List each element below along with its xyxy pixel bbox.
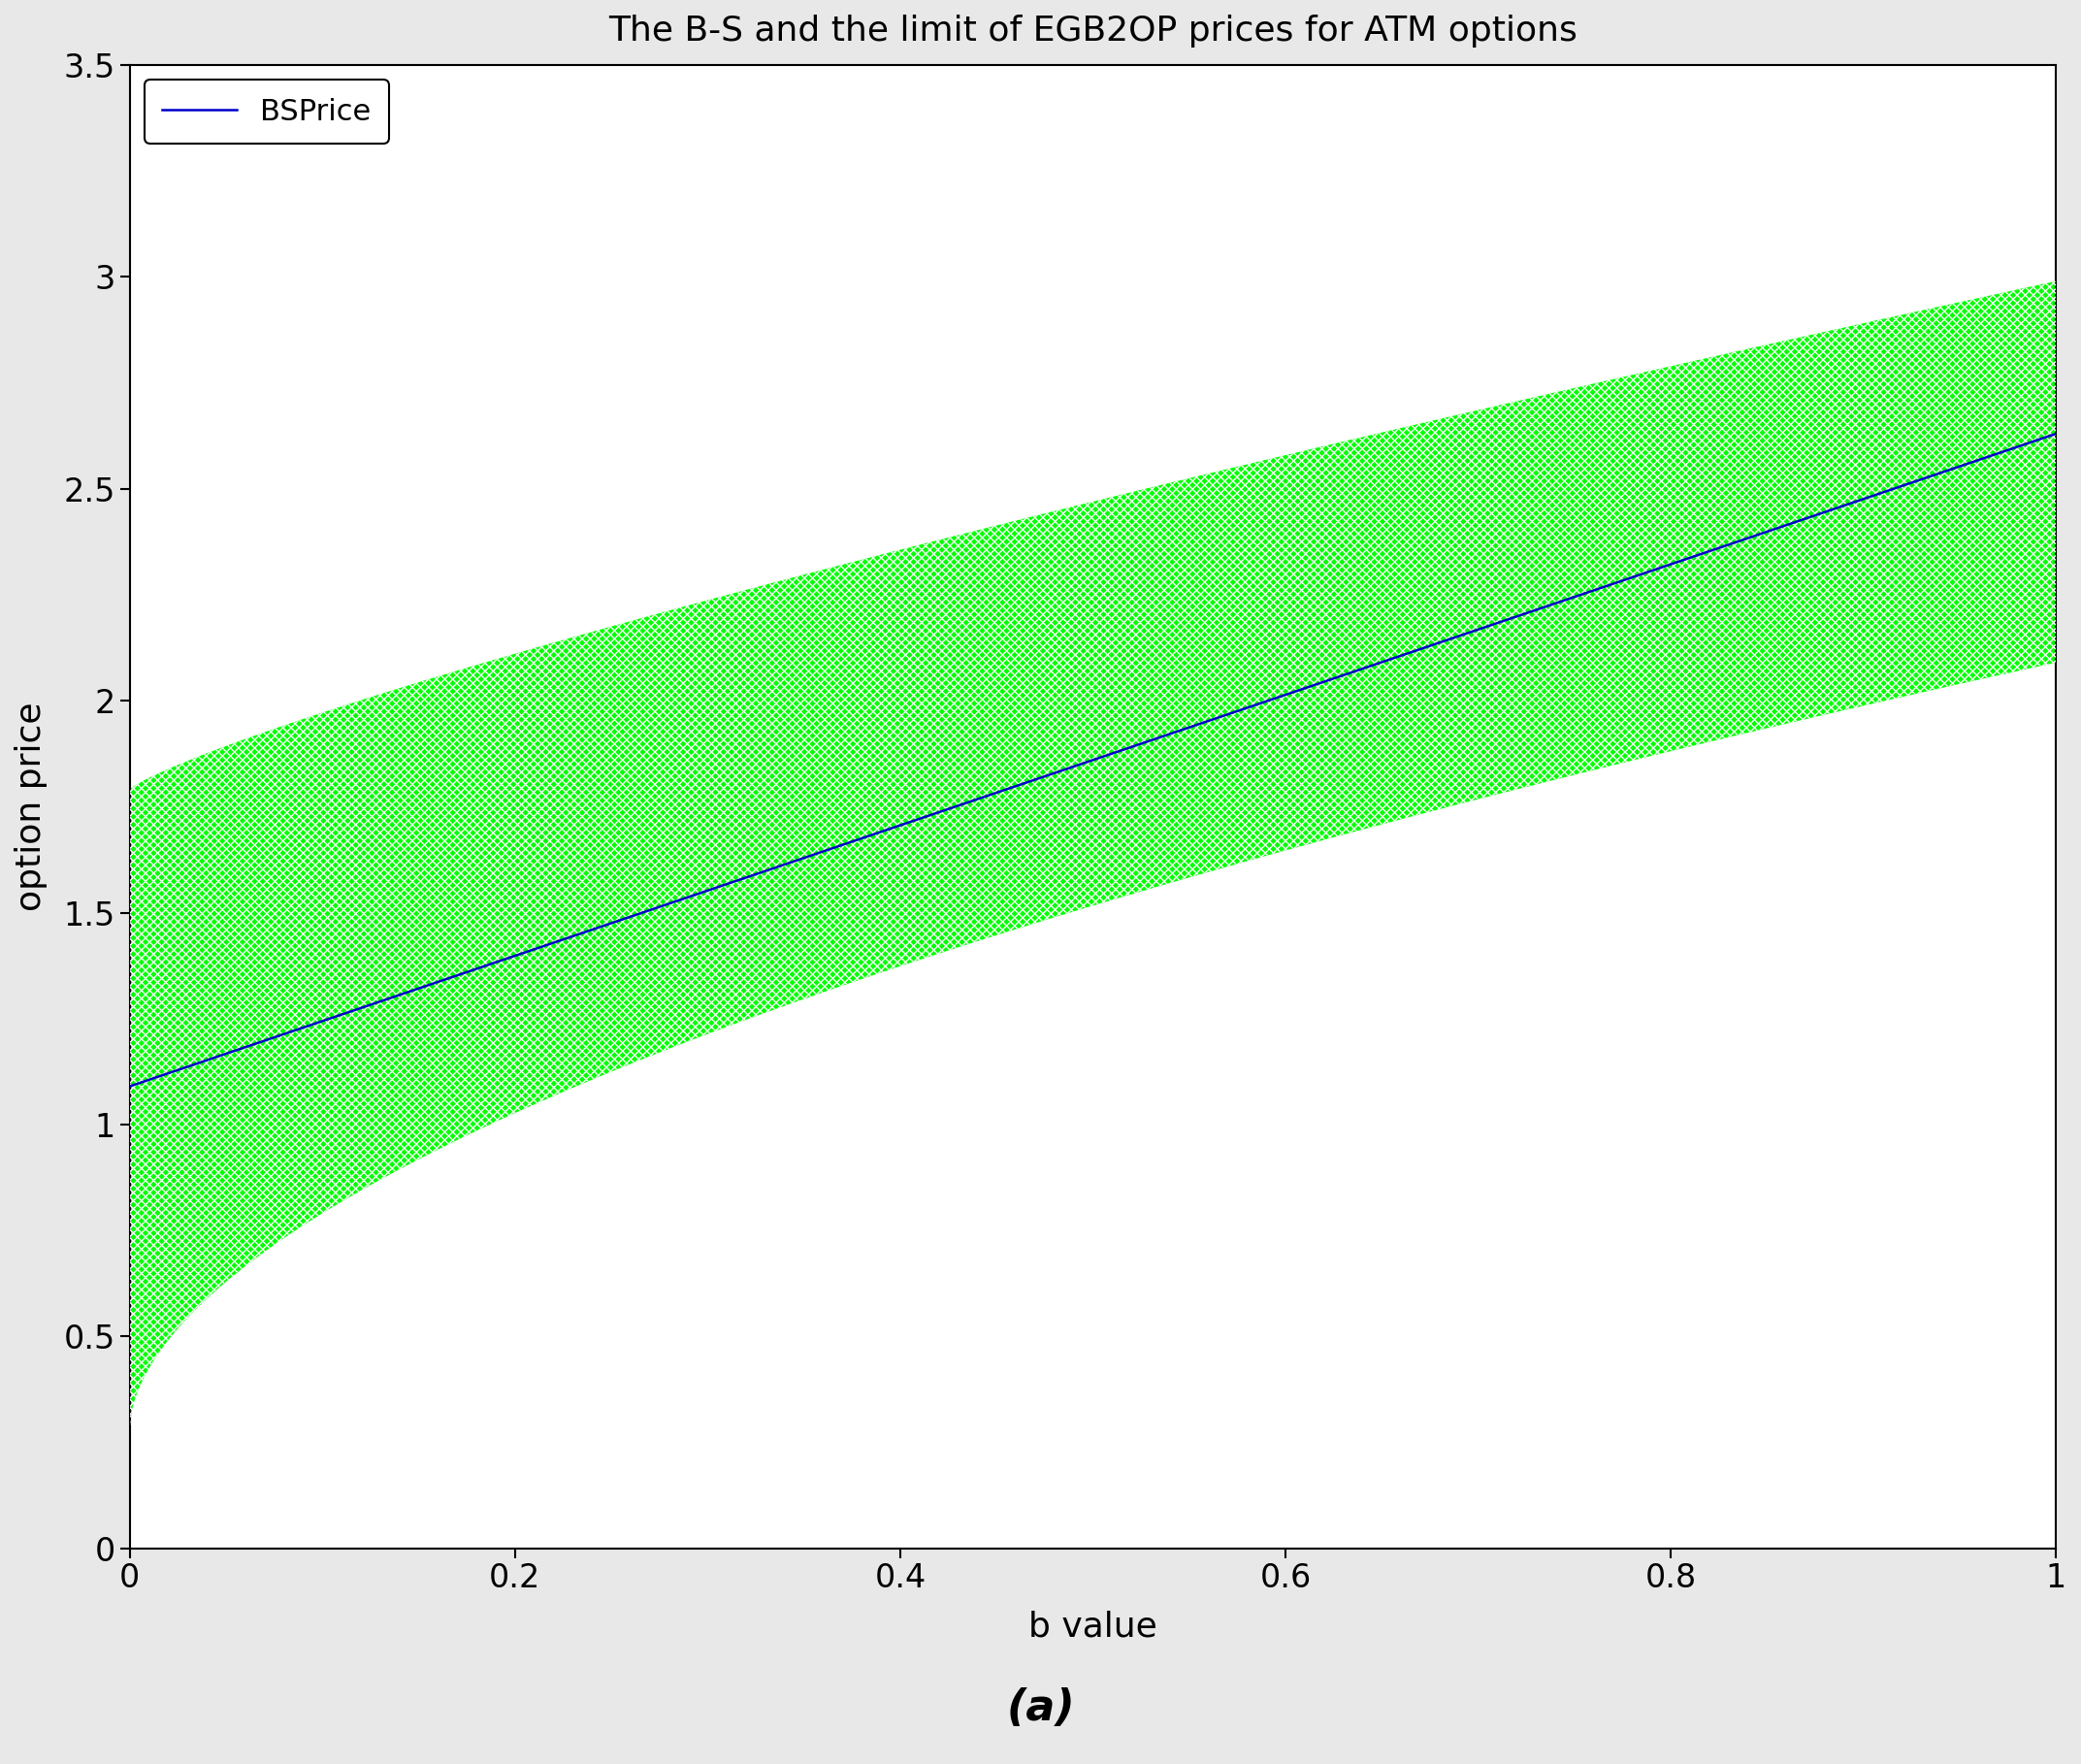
BSPrice [1654, 556, 1679, 577]
BSPrice [314, 1009, 339, 1030]
BSPrice [1440, 628, 1465, 649]
X-axis label: b value: b value [1028, 1611, 1157, 1644]
BSPrice [897, 811, 922, 833]
Line: BSPrice: BSPrice [129, 434, 2056, 1087]
BSPrice [117, 1076, 142, 1097]
BSPrice [2044, 423, 2069, 445]
Title: The B-S and the limit of EGB2OP prices for ATM options: The B-S and the limit of EGB2OP prices f… [608, 14, 1577, 48]
Y-axis label: option price: option price [15, 702, 48, 912]
Text: (a): (a) [1007, 1686, 1074, 1729]
Legend: BSPrice: BSPrice [144, 79, 389, 143]
BSPrice [1619, 566, 1644, 587]
BSPrice [966, 789, 991, 810]
